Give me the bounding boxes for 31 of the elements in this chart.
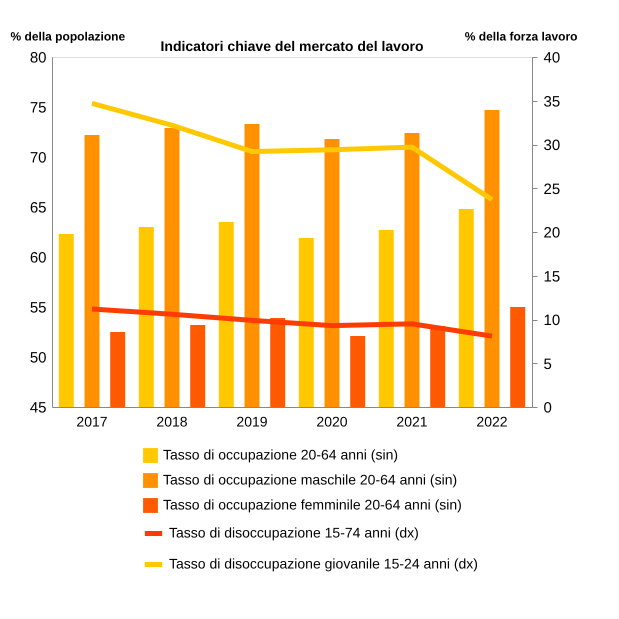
legend-label: Tasso di occupazione femminile 20-64 anni (sin): [163, 496, 462, 512]
x-tick-label: 2021: [396, 414, 428, 430]
x-tick-label: 2018: [156, 414, 188, 430]
y2-tick-label: 25: [544, 180, 560, 198]
x-tick-label: 2017: [76, 414, 108, 430]
legend-label: Tasso di disoccupazione 15-74 anni (dx): [169, 524, 419, 540]
y2-axis-title: % della forza lavoro: [464, 30, 578, 44]
chart-title: Indicatori chiave del mercato del lavoro: [160, 38, 424, 54]
y-axis-title: % della popolazione: [10, 30, 126, 44]
x-tick-label: 2019: [236, 414, 268, 430]
y2-tick-label: 35: [544, 93, 560, 110]
y2-tick-label: 40: [544, 50, 560, 66]
y-tick-label: 70: [30, 150, 46, 166]
y2-tick-label: 10: [544, 312, 560, 329]
y-tick-label: 75: [30, 100, 46, 116]
legend-label: Tasso di occupazione maschile 20-64 anni (sin): [163, 472, 458, 488]
y-tick-label: 60: [30, 250, 46, 266]
y2-tick-label: 5: [544, 356, 552, 373]
x-tick-label: 2020: [316, 414, 348, 430]
x-tick-label: 2022: [476, 414, 508, 430]
legend-label: Tasso di disoccupazione giovanile 15-24 anni (dx): [169, 556, 478, 572]
y-tick-label: 50: [30, 350, 46, 366]
y-tick-label: 45: [30, 400, 46, 416]
y-tick-label: 65: [30, 200, 46, 216]
legend-label: Tasso di occupazione 20-64 anni (sin): [163, 446, 398, 462]
y-tick-label: 80: [30, 50, 46, 66]
y2-tick-label: 20: [544, 224, 560, 242]
y2-tick-label: 0: [544, 400, 552, 416]
y-tick-label: 55: [30, 300, 46, 316]
y2-tick-label: 15: [544, 268, 560, 286]
y2-tick-label: 30: [544, 137, 560, 154]
